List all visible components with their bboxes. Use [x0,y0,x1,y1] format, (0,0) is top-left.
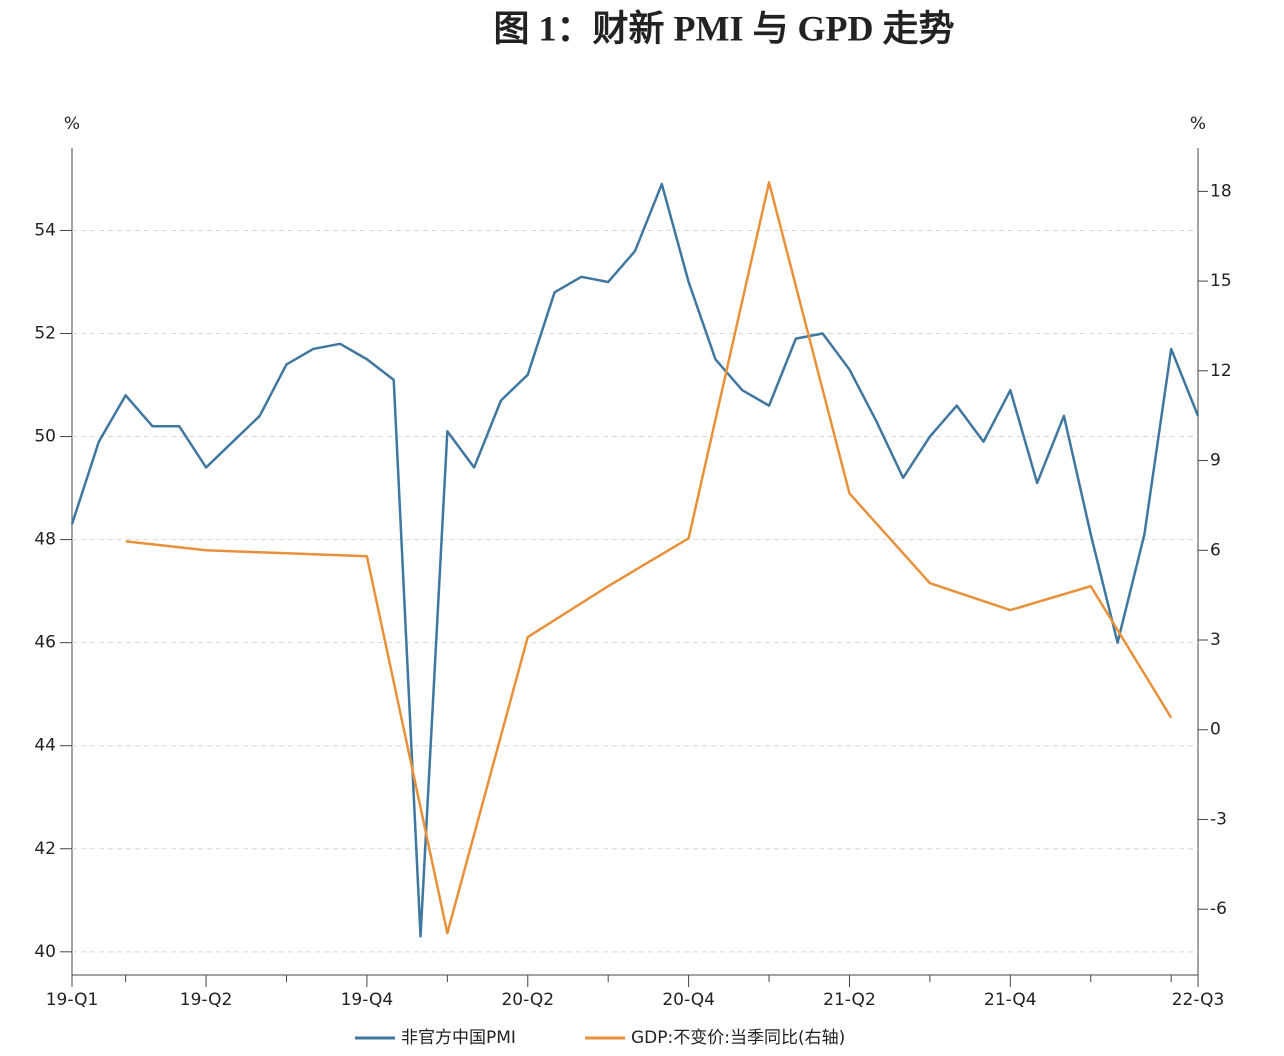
y-tick-label: 42 [34,839,56,859]
x-tick-label: 19-Q4 [341,990,394,1010]
legend-label: 非官方中国PMI [401,1028,516,1048]
y2-unit: % [1190,114,1206,134]
y2-tick-label: 0 [1210,720,1221,740]
series-line [70,182,1200,938]
y-tick-label: 50 [34,427,56,447]
y2-tick-label: 3 [1210,630,1221,650]
y2-tick-label: 18 [1210,181,1232,201]
y-unit: % [64,114,80,134]
x-tick-label: 20-Q4 [662,990,715,1010]
y-tick-label: 46 [34,633,56,653]
y2-tick-label: 9 [1210,451,1221,471]
y-tick-label: 40 [34,942,56,962]
series-line [125,181,1173,935]
y-tick-label: 44 [34,736,56,756]
y-tick-label: 52 [34,323,56,343]
x-tick-label: 19-Q2 [180,990,233,1010]
y-tick-label: 54 [34,220,56,240]
y2-tick-label: -6 [1210,899,1227,919]
x-tick-label: 19-Q1 [46,990,99,1010]
y2-tick-label: 6 [1210,540,1221,560]
chart-title: 图 1：财新 PMI 与 GPD 走势 [494,8,955,48]
x-tick-label: 21-Q2 [823,990,876,1010]
x-tick-label: 21-Q4 [984,990,1037,1010]
y2-tick-label: 12 [1210,361,1232,381]
y2-tick-label: 15 [1210,271,1232,291]
x-tick-label: 20-Q2 [501,990,554,1010]
legend-label: GDP:不变价:当季同比(右轴) [631,1028,845,1048]
y2-tick-label: -3 [1210,809,1227,829]
x-tick-label: 22-Q3 [1172,990,1225,1010]
y-tick-label: 48 [34,530,56,550]
